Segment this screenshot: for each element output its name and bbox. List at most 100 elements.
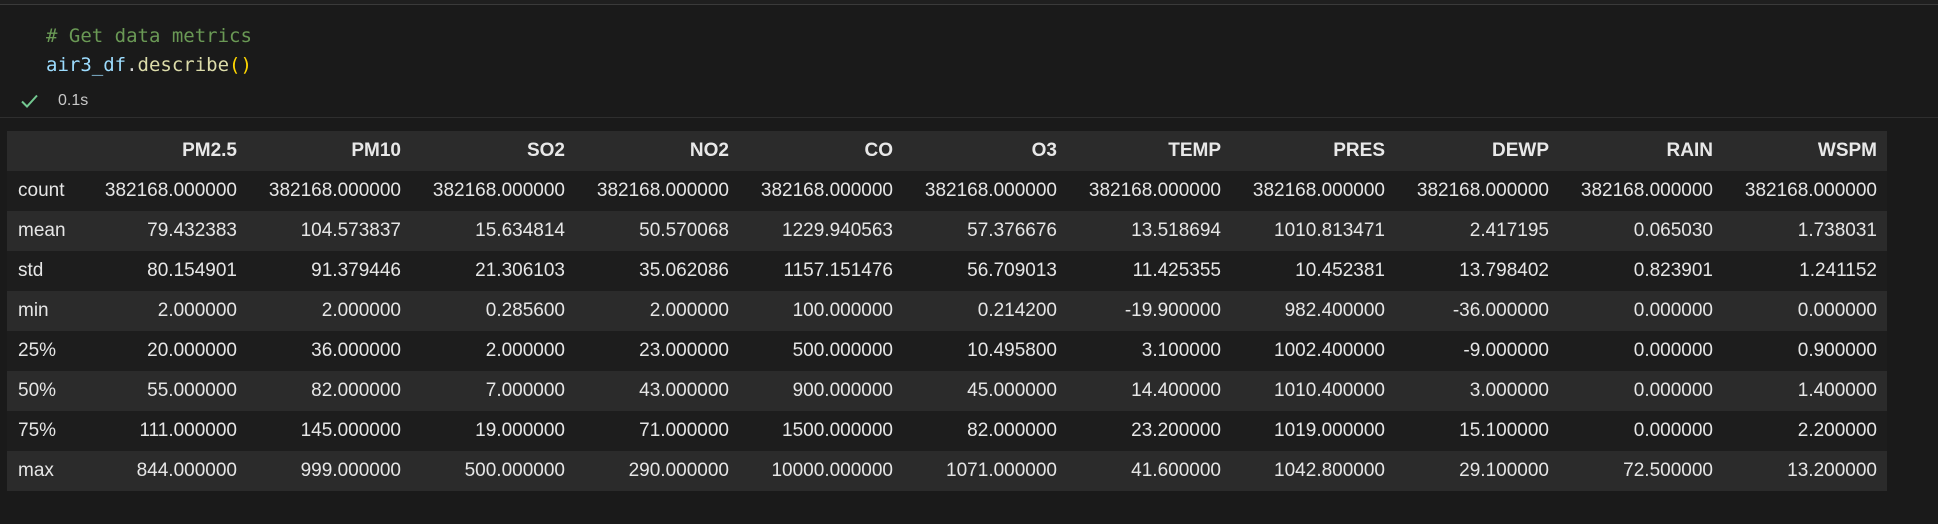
table-cell: 104.573837 bbox=[300, 220, 401, 241]
table-cell: 91.379446 bbox=[311, 260, 401, 281]
table-cell: 1229.940563 bbox=[782, 220, 893, 241]
table-cell: 36.000000 bbox=[311, 340, 401, 361]
table-cell: 29.100000 bbox=[1459, 460, 1549, 481]
table-cell: 10000.000000 bbox=[771, 460, 893, 481]
column-header: RAIN bbox=[1559, 131, 1723, 171]
table-cell: 1157.151476 bbox=[783, 260, 893, 281]
table-corner bbox=[7, 131, 83, 171]
row-label: std bbox=[18, 260, 44, 281]
column-header: WSPM bbox=[1723, 131, 1887, 171]
table-cell: 111.000000 bbox=[139, 420, 237, 441]
table-cell: 0.000000 bbox=[1797, 300, 1877, 321]
table-cell: 382168.000000 bbox=[760, 180, 893, 201]
table-cell: 2.000000 bbox=[649, 300, 729, 321]
table-header-row: PM2.5 PM10 SO2 NO2 CO O3 TEMP PRES DEWP RAIN WSPM bbox=[7, 131, 1887, 171]
code-dot: . bbox=[126, 54, 138, 76]
row-label: count bbox=[18, 180, 65, 201]
table-cell: 1010.400000 bbox=[1274, 380, 1385, 401]
table-row: 75% 111.000000 145.000000 19.000000 71.00000… bbox=[7, 411, 1887, 451]
table-cell: -36.000000 bbox=[1452, 300, 1549, 321]
table-cell: 82.000000 bbox=[311, 380, 401, 401]
code-parens: () bbox=[229, 54, 252, 76]
column-header: TEMP bbox=[1067, 131, 1231, 171]
table-cell: 23.000000 bbox=[639, 340, 729, 361]
table-cell: 55.000000 bbox=[147, 380, 237, 401]
table-cell: 35.062086 bbox=[639, 260, 729, 281]
execution-time: 0.1s bbox=[58, 92, 89, 109]
table-cell: 72.500000 bbox=[1623, 460, 1713, 481]
code-comment[interactable]: # Get data metrics bbox=[46, 25, 252, 47]
column-header: CO bbox=[739, 131, 903, 171]
output-divider bbox=[0, 117, 1938, 118]
table-cell: 2.000000 bbox=[157, 300, 237, 321]
table-cell: 1.400000 bbox=[1797, 380, 1877, 401]
table-cell: 0.214200 bbox=[977, 300, 1057, 321]
table-cell: 0.900000 bbox=[1797, 340, 1877, 361]
row-label: 25% bbox=[18, 340, 57, 361]
table-cell: 1071.000000 bbox=[946, 460, 1057, 481]
table-cell: 10.495800 bbox=[967, 340, 1057, 361]
table-cell: 21.306103 bbox=[475, 260, 565, 281]
table-cell: 382168.000000 bbox=[1252, 180, 1385, 201]
row-label: mean bbox=[18, 220, 66, 241]
table-cell: 15.634814 bbox=[475, 220, 565, 241]
table-row: mean 79.432383 104.573837 15.634814 50.57006… bbox=[7, 211, 1887, 251]
describe-table: PM2.5 PM10 SO2 NO2 CO O3 TEMP PRES DEWP RAIN WSPM … bbox=[7, 131, 1887, 491]
table-row: count 382168.000000 382168.000000 382168.00… bbox=[7, 171, 1887, 211]
table-row: max 844.000000 999.000000 500.000000 290.000… bbox=[7, 451, 1887, 491]
row-label: min bbox=[18, 300, 49, 321]
table-cell: 1.241152 bbox=[1799, 260, 1877, 281]
table-cell: 100.000000 bbox=[792, 300, 893, 321]
table-cell: 2.000000 bbox=[321, 300, 401, 321]
table-cell: 80.154901 bbox=[147, 260, 237, 281]
table-cell: 382168.000000 bbox=[432, 180, 565, 201]
table-cell: 500.000000 bbox=[792, 340, 893, 361]
table-cell: 982.400000 bbox=[1284, 300, 1385, 321]
code-statement[interactable]: air3_df.describe() bbox=[46, 54, 252, 76]
table-row: 25% 20.000000 36.000000 2.000000 23.000000 50… bbox=[7, 331, 1887, 371]
table-cell: 0.285600 bbox=[485, 300, 565, 321]
column-header: PM2.5 bbox=[83, 131, 247, 171]
table-cell: 0.000000 bbox=[1633, 380, 1713, 401]
table-cell: 999.000000 bbox=[300, 460, 401, 481]
table-cell: 382168.000000 bbox=[104, 180, 237, 201]
table-cell: 844.000000 bbox=[136, 460, 237, 481]
column-header: SO2 bbox=[411, 131, 575, 171]
table-cell: 19.000000 bbox=[475, 420, 565, 441]
column-header: DEWP bbox=[1395, 131, 1559, 171]
table-cell: 7.000000 bbox=[485, 380, 565, 401]
table-cell: 382168.000000 bbox=[596, 180, 729, 201]
column-header: PM10 bbox=[247, 131, 411, 171]
code-cell[interactable]: # Get data metrics air3_df.describe() 0.… bbox=[0, 5, 1938, 117]
execution-status: 0.1s bbox=[18, 89, 88, 113]
table-cell: 2.000000 bbox=[485, 340, 565, 361]
table-cell: 1010.813471 bbox=[1274, 220, 1385, 241]
table-cell: 1019.000000 bbox=[1274, 420, 1385, 441]
column-header: NO2 bbox=[575, 131, 739, 171]
table-cell: 0.000000 bbox=[1633, 420, 1713, 441]
check-icon bbox=[21, 94, 38, 108]
row-label: 75% bbox=[18, 420, 57, 441]
table-cell: 23.200000 bbox=[1131, 420, 1221, 441]
table-cell: 41.600000 bbox=[1131, 460, 1221, 481]
table-cell: 145.000000 bbox=[300, 420, 401, 441]
table-cell: 1002.400000 bbox=[1274, 340, 1385, 361]
table-cell: 2.417195 bbox=[1469, 220, 1549, 241]
table-cell: 2.200000 bbox=[1797, 420, 1877, 441]
table-cell: 43.000000 bbox=[639, 380, 729, 401]
table-cell: 10.452381 bbox=[1295, 260, 1385, 281]
table-cell: 382168.000000 bbox=[1416, 180, 1549, 201]
table-body: count 382168.000000 382168.000000 382168.00… bbox=[7, 171, 1887, 491]
table-cell: 13.798402 bbox=[1459, 260, 1549, 281]
table-cell: 13.200000 bbox=[1787, 460, 1877, 481]
table-cell: 15.100000 bbox=[1459, 420, 1549, 441]
table-cell: 900.000000 bbox=[792, 380, 893, 401]
cell-top-border bbox=[0, 0, 1938, 5]
table-cell: -9.000000 bbox=[1463, 340, 1549, 361]
table-cell: 57.376676 bbox=[967, 220, 1057, 241]
table-cell: 56.709013 bbox=[967, 260, 1057, 281]
table-cell: 382168.000000 bbox=[1088, 180, 1221, 201]
table-cell: 1.738031 bbox=[1797, 220, 1877, 241]
table-row: std 80.154901 91.379446 21.306103 35.062086 1… bbox=[7, 251, 1887, 291]
row-label: max bbox=[18, 460, 54, 481]
